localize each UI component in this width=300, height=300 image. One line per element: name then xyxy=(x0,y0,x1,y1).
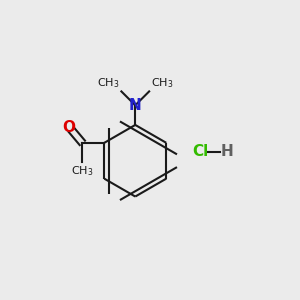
Text: Cl: Cl xyxy=(192,144,208,159)
Text: CH$_3$: CH$_3$ xyxy=(97,76,119,90)
Text: O: O xyxy=(62,120,75,135)
Text: N: N xyxy=(129,98,142,113)
Text: CH$_3$: CH$_3$ xyxy=(151,76,173,90)
Text: CH$_3$: CH$_3$ xyxy=(71,164,94,178)
Text: H: H xyxy=(221,144,234,159)
